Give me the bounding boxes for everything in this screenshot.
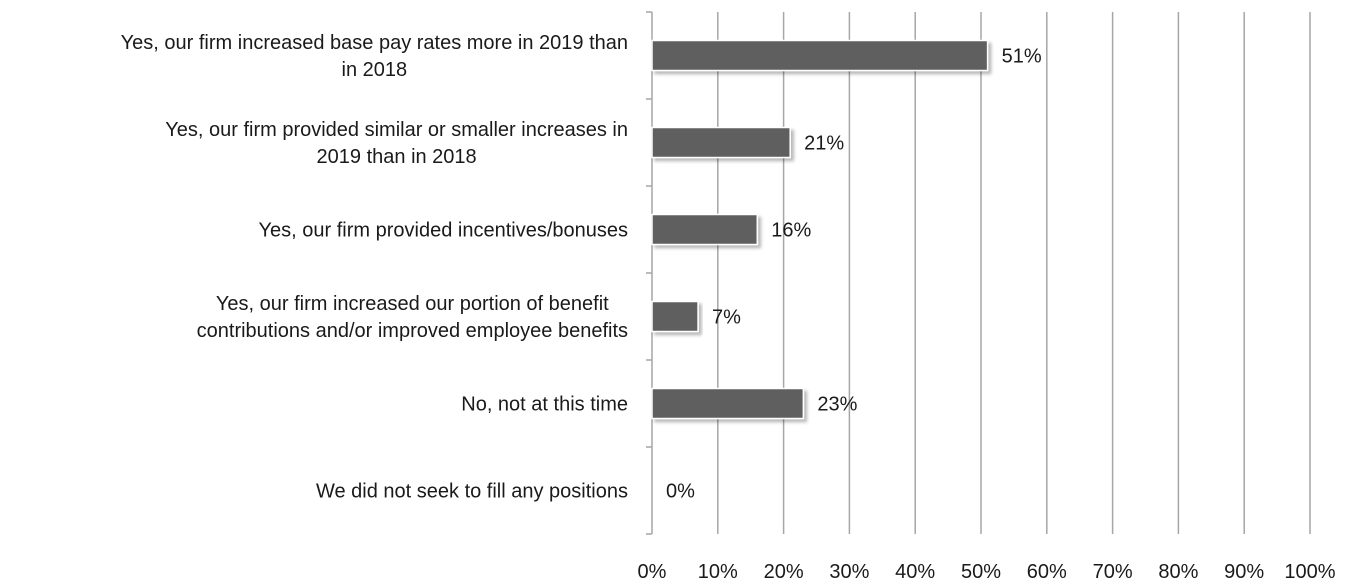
category-label: We did not seek to fill any positions (316, 481, 628, 503)
category-label: Yes, our firm provided incentives/bonuse… (259, 220, 628, 242)
bar (651, 300, 699, 333)
x-tick-label: 40% (895, 561, 935, 583)
data-label: 23% (817, 394, 857, 416)
bar (651, 39, 989, 72)
bar (651, 387, 805, 420)
category-label: No, not at this time (461, 394, 628, 416)
category-label: Yes, our firm provided similar or smalle… (165, 119, 628, 168)
x-tick-label: 80% (1158, 561, 1198, 583)
data-label: 51% (1002, 46, 1042, 68)
data-label: 0% (666, 481, 695, 503)
category-label: Yes, our firm increased our portion of b… (197, 293, 628, 342)
category-axis (646, 11, 653, 535)
x-tick-label: 20% (764, 561, 804, 583)
x-tick-label: 60% (1027, 561, 1067, 583)
data-label: 7% (712, 307, 741, 329)
category-labels: Yes, our firm increased base pay rates m… (121, 32, 628, 503)
data-label: 21% (804, 133, 844, 155)
x-tick-label: 30% (829, 561, 869, 583)
x-tick-label: 100% (1284, 561, 1335, 583)
x-tick-label: 50% (961, 561, 1001, 583)
data-label: 16% (771, 220, 811, 242)
gridlines (717, 12, 1311, 534)
category-label: Yes, our firm increased base pay rates m… (121, 32, 628, 81)
x-tick-label: 90% (1224, 561, 1264, 583)
x-tick-label: 10% (698, 561, 738, 583)
bar-series (651, 39, 989, 420)
bar (651, 213, 759, 246)
x-tick-label: 0% (638, 561, 667, 583)
x-axis-tick-labels: 0% 10% 20% 30% 40% 50% 60% 70% 80% 90% 100% (638, 561, 1336, 583)
x-tick-label: 70% (1093, 561, 1133, 583)
bar (651, 126, 791, 159)
data-labels: 51% 21% 16% 7% 23% 0% (666, 46, 1042, 503)
